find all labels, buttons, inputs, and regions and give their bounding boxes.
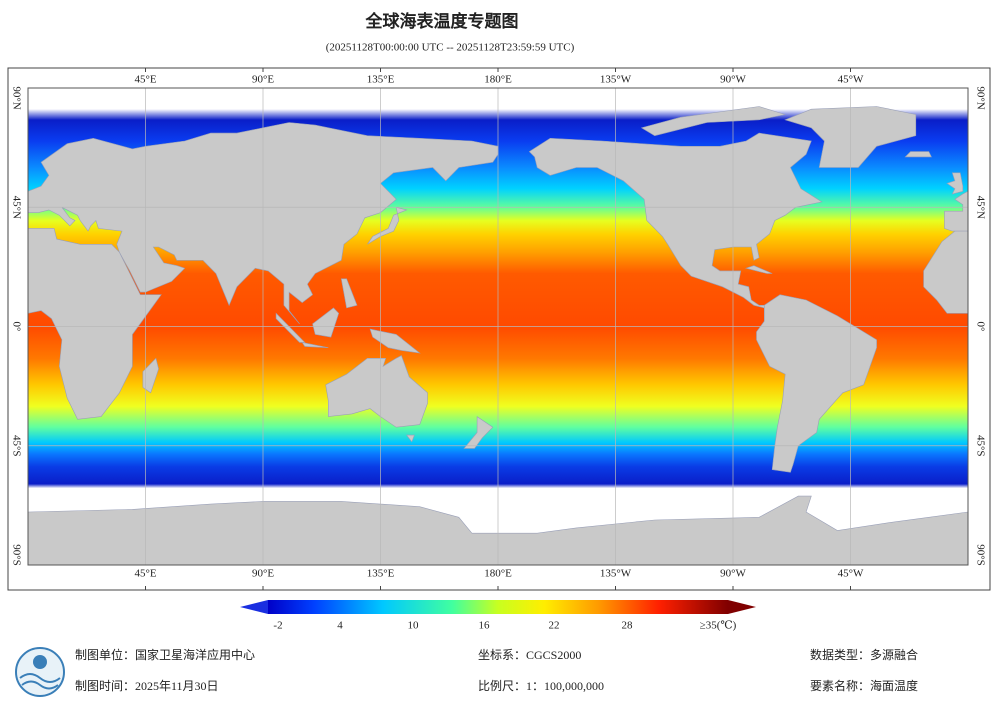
colorbar (268, 600, 728, 614)
land (369, 328, 421, 354)
footer-scale: 比例尺：1：100,000,000 (478, 679, 604, 693)
land (923, 228, 968, 314)
lon-label-bottom: 135°W (600, 568, 632, 580)
footer-date: 制图时间：2025年11月30日 (75, 679, 219, 693)
colorbar-label: -2 (273, 620, 282, 632)
lat-label-right: 90°S (974, 544, 986, 566)
land (463, 416, 494, 449)
map-border (27, 87, 969, 566)
subtitle: (20251128T00:00:00 UTC -- 20251128T23:59… (326, 42, 575, 54)
lon-label-top: 90°W (720, 74, 746, 86)
land (325, 355, 428, 428)
lon-label-bottom: 45°E (134, 568, 156, 580)
lat-label-right: 0° (974, 322, 986, 332)
colorbar-low-arrow (240, 600, 268, 614)
map-frame (7, 67, 991, 591)
colorbar-label: ≥35(℃) (700, 620, 737, 632)
lon-label-top: 180°E (484, 74, 512, 86)
lon-label-bottom: 90°E (252, 568, 274, 580)
title: 全球海表温度专题图 (365, 11, 519, 32)
lat-label-left: 45°N (10, 196, 22, 219)
land (745, 265, 773, 274)
lat-label-left: 90°N (10, 86, 22, 109)
lon-label-bottom: 90°W (720, 568, 746, 580)
lon-label-top: 45°E (134, 74, 156, 86)
land (944, 190, 968, 232)
land (312, 307, 340, 338)
lon-label-top: 45°W (838, 74, 864, 86)
land (528, 132, 823, 309)
land (904, 151, 932, 158)
footer-crs: 坐标系：CGCS2000 (478, 648, 581, 662)
land (756, 294, 877, 473)
map (28, 88, 968, 565)
land (28, 228, 162, 420)
colorbar-label: 22 (549, 620, 560, 632)
land (340, 278, 358, 309)
lat-label-left: 90°S (10, 544, 22, 566)
colorbar-label: 28 (622, 620, 634, 632)
colorbar-label: 10 (408, 620, 420, 632)
lon-label-bottom: 180°E (484, 568, 512, 580)
footer-data-type: 数据类型：多源融合 (810, 647, 918, 662)
logo (15, 647, 65, 697)
colorbar-label: 16 (479, 620, 491, 632)
lon-label-top: 135°W (600, 74, 632, 86)
lat-label-right: 45°S (974, 435, 986, 457)
lon-label-bottom: 135°E (367, 568, 395, 580)
lon-label-top: 135°E (367, 74, 395, 86)
lon-label-top: 90°E (252, 74, 274, 86)
lon-label-bottom: 45°W (838, 568, 864, 580)
land (946, 172, 964, 195)
land (142, 357, 159, 394)
graticule-labels: 45°E 45°E 90°E 90°E 135°E 135°E 180°E 180°E 135°… (10, 68, 986, 590)
lat-label-right: 90°N (974, 86, 986, 109)
footer-unit: 制图单位：国家卫星海洋应用中心 (75, 647, 255, 662)
land (640, 106, 786, 137)
lat-label-left: 0° (10, 322, 22, 332)
footer-element: 要素名称：海面温度 (810, 678, 918, 693)
land (405, 434, 415, 443)
lat-label-right: 45°N (974, 196, 986, 219)
land (301, 341, 329, 348)
land (275, 312, 306, 343)
colorbar-label: 4 (337, 620, 343, 632)
colorbar-high-arrow (728, 600, 756, 614)
lat-label-left: 45°S (10, 435, 22, 457)
